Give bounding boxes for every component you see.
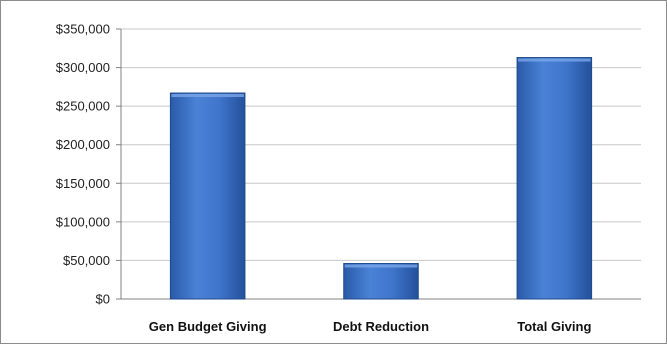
y-tick-label: $50,000 (63, 253, 110, 268)
x-category-label: Gen Budget Giving (149, 319, 267, 334)
x-category-label: Total Giving (517, 319, 591, 334)
bar-highlight (344, 264, 418, 268)
y-tick-label: $250,000 (56, 99, 110, 114)
bars (169, 57, 593, 300)
y-tick-labels: $0 $50,000 $100,000 $150,000 $200,000 $250,00… (56, 22, 110, 307)
bar (169, 92, 246, 300)
y-tick-label: $200,000 (56, 137, 110, 152)
y-tick-label: $150,000 (56, 176, 110, 191)
bar-highlight (518, 58, 591, 62)
x-category-label: Debt Reduction (333, 319, 429, 334)
x-category-labels: Gen Budget Giving Debt Reduction Total Giv… (149, 319, 592, 334)
y-tick-label: $100,000 (56, 214, 110, 229)
bar-highlight (171, 94, 244, 98)
bar (516, 57, 593, 300)
y-tick-label: $350,000 (56, 22, 110, 37)
bar (343, 263, 419, 300)
y-tick-label: $0 (96, 292, 110, 307)
y-tick-label: $300,000 (56, 60, 110, 75)
